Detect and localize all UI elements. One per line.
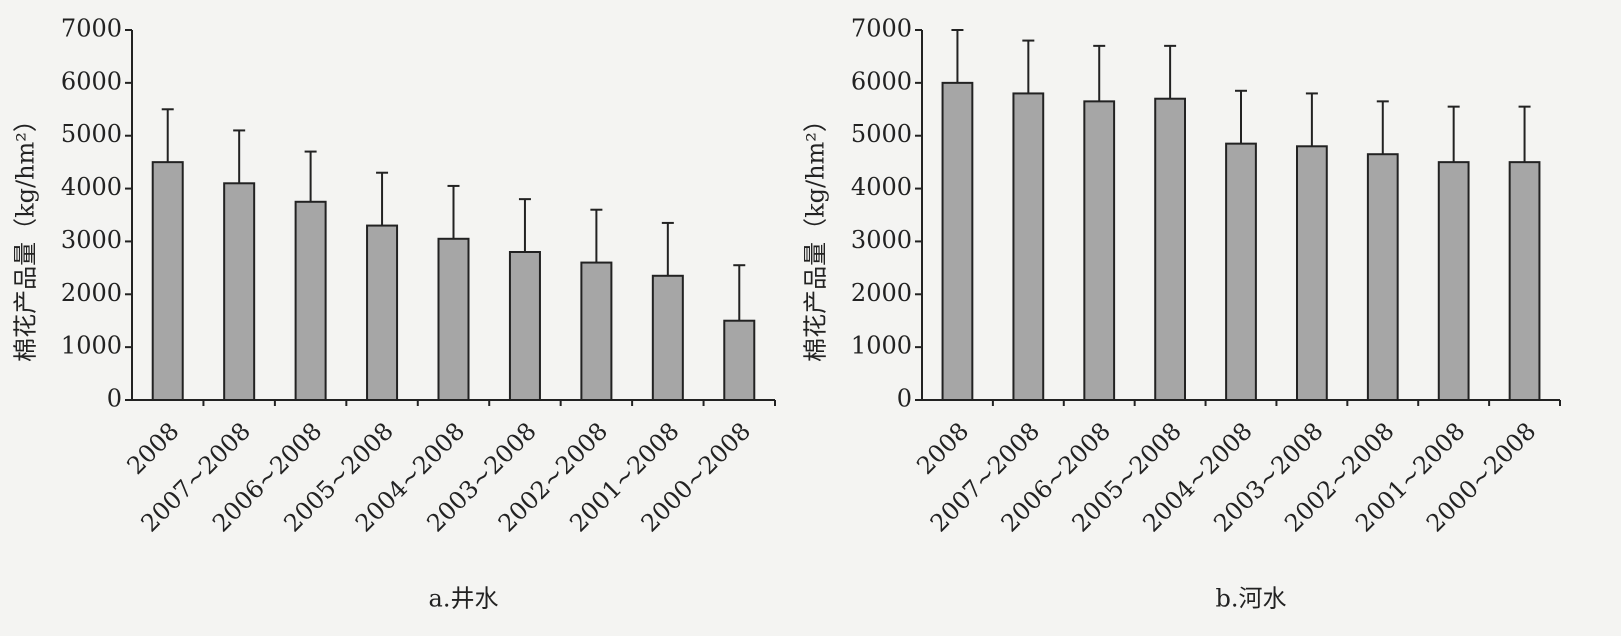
y-tick-label: 0	[107, 385, 122, 413]
y-tick-label: 7000	[61, 15, 122, 43]
bar	[941, 81, 974, 401]
bar	[723, 319, 756, 402]
bar	[437, 237, 470, 401]
y-tick-label: 4000	[61, 173, 122, 201]
y-tick-label: 2000	[61, 279, 122, 307]
bar	[1437, 161, 1470, 401]
bar	[366, 224, 399, 401]
bar	[1508, 161, 1541, 401]
y-tick-label: 1000	[851, 332, 912, 360]
y-axis-label: 棉花产品量（kg/hm²）	[802, 108, 830, 362]
y-axis-label: 棉花产品量（kg/hm²）	[12, 108, 40, 362]
y-tick-label: 1000	[61, 332, 122, 360]
bar	[294, 200, 327, 401]
y-tick-label: 7000	[851, 15, 912, 43]
y-tick-label: 6000	[851, 67, 912, 95]
y-tick-label: 5000	[851, 120, 912, 148]
bar	[1154, 97, 1186, 401]
bar	[508, 251, 541, 401]
chart-title: b.河水	[1216, 585, 1287, 613]
bar	[651, 274, 684, 401]
bar	[1366, 153, 1399, 401]
y-tick-label: 5000	[61, 120, 122, 148]
bar	[1225, 142, 1257, 401]
y-tick-label: 4000	[851, 173, 912, 201]
y-tick-label: 3000	[61, 226, 122, 254]
bar	[580, 261, 613, 402]
y-tick-label: 6000	[61, 67, 122, 95]
y-tick-label: 3000	[851, 226, 912, 254]
chart-title: a.井水	[429, 585, 499, 613]
bar	[1012, 92, 1045, 402]
bar	[1296, 145, 1328, 401]
y-tick-label: 2000	[851, 279, 912, 307]
bar	[223, 182, 256, 401]
x-tick-label: 2008	[911, 417, 974, 480]
y-tick-label: 0	[897, 385, 912, 413]
x-tick-label: 2008	[122, 417, 185, 480]
bar	[1083, 100, 1116, 401]
bar	[151, 161, 184, 401]
